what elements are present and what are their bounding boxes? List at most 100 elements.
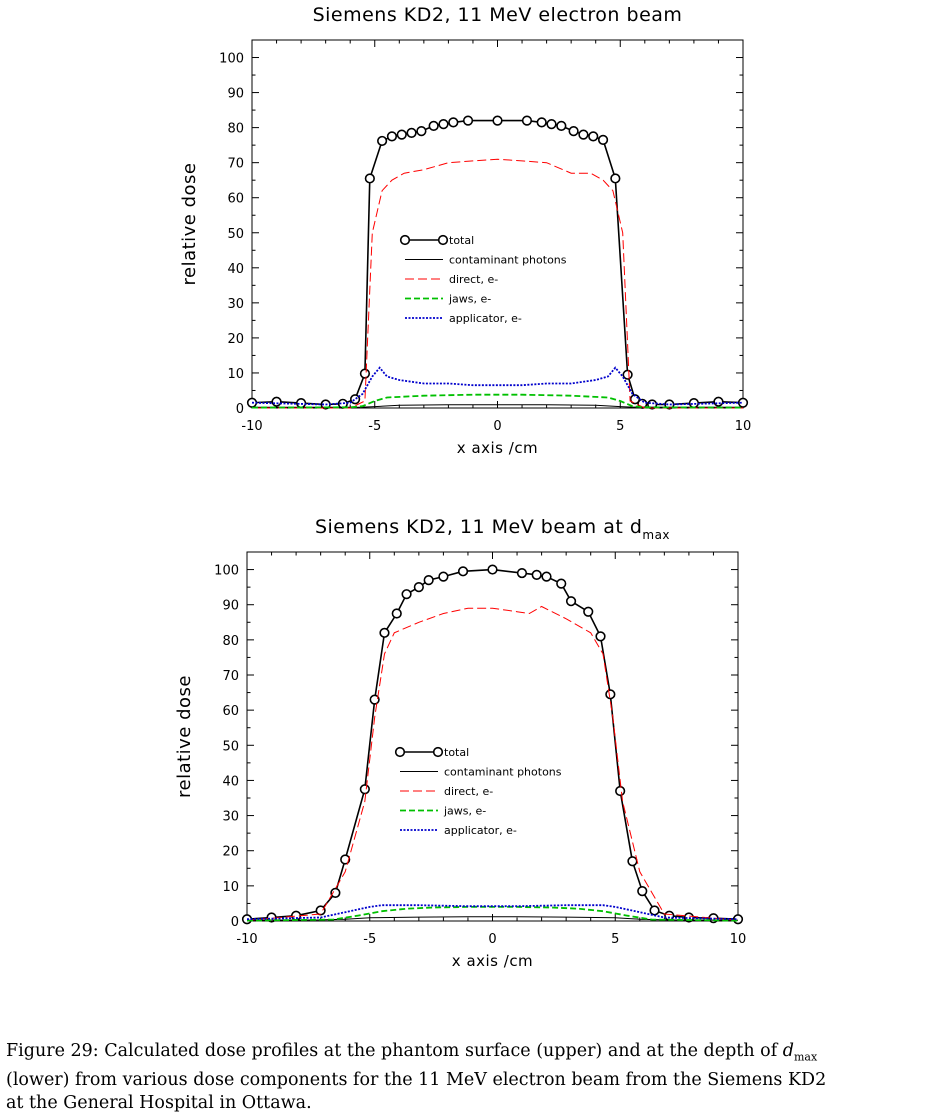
legend-label-total: total — [449, 234, 474, 247]
data-point-total — [578, 129, 589, 140]
legend-label-jaws-e: jaws, e- — [448, 293, 491, 306]
data-point-total — [516, 567, 528, 579]
series-line-direct-e — [246, 605, 739, 921]
y-tick-label: 100 — [214, 564, 239, 579]
y-tick-label: 60 — [222, 704, 239, 719]
data-point-total — [241, 914, 253, 925]
caption-line-1: Figure 29: Calculated dose profiles at t… — [6, 1040, 928, 1069]
caption-line-2: (lower) from various dose components for… — [6, 1069, 827, 1090]
data-point-total — [416, 126, 427, 137]
legend-marker-end — [437, 234, 449, 246]
y-tick-label: 70 — [222, 669, 239, 684]
data-point-total — [364, 173, 375, 184]
data-point-total — [664, 910, 675, 921]
legend-label-contaminant-photons: contaminant photons — [444, 766, 562, 779]
data-point-total — [541, 571, 552, 582]
x-axis-label: x axis /cm — [452, 952, 533, 970]
data-point-total — [536, 117, 547, 128]
data-point-total — [271, 396, 282, 407]
data-point-total — [615, 785, 626, 797]
x-tick-label: 0 — [493, 419, 501, 434]
data-point-total — [438, 119, 449, 130]
data-point-total — [595, 631, 606, 642]
data-point-total — [340, 854, 351, 865]
data-point-total — [377, 135, 388, 147]
legend-label-contaminant-photons: contaminant photons — [449, 254, 567, 267]
y-tick-label: 90 — [227, 87, 244, 102]
caption-math-symbol: d — [782, 1041, 794, 1061]
legend-label-jaws-e: jaws, e- — [443, 805, 486, 818]
y-tick-label: 90 — [222, 599, 239, 614]
data-point-total — [391, 608, 402, 619]
legend-label-direct-e: direct, e- — [444, 785, 493, 798]
data-point-total — [438, 571, 449, 582]
data-point-total — [423, 575, 434, 586]
lower-dose-chart: Siemens KD2, 11 MeV beam at dmax -10 -5 0 5 1… — [174, 516, 746, 970]
y-tick-label: 40 — [222, 774, 239, 789]
legend-marker-end — [432, 746, 444, 758]
y-tick-label: 20 — [222, 845, 239, 860]
data-point-total — [637, 886, 648, 897]
chart-title: Siemens KD2, 11 MeV beam at dmax — [315, 516, 670, 542]
plot-frame — [251, 39, 744, 409]
data-point-total — [588, 131, 599, 142]
data-point-total — [428, 120, 439, 131]
figure-svg: Siemens KD2, 11 MeV electron beam -10 -5 0 5… — [174, 4, 752, 970]
x-tick-label: 10 — [735, 419, 752, 434]
data-point-total — [556, 120, 567, 131]
data-point-total — [457, 566, 469, 577]
figure-caption: Figure 29: Calculated dose profiles at t… — [6, 1040, 928, 1115]
y-tick-label: 70 — [227, 157, 244, 172]
x-tick-label: -5 — [368, 419, 381, 434]
caption-text-1: Figure 29: Calculated dose profiles at t… — [6, 1041, 783, 1061]
data-point-total — [565, 596, 577, 607]
y-tick-label: 0 — [231, 915, 239, 930]
data-point-total — [350, 394, 361, 405]
series-line-direct-e — [252, 158, 743, 409]
y-tick-label: 30 — [222, 810, 239, 825]
data-point-total — [531, 569, 542, 580]
x-tick-label: -10 — [241, 419, 262, 434]
x-tick-label: 5 — [616, 419, 624, 434]
y-tick-label: 60 — [227, 192, 244, 207]
x-axis-label: x axis /cm — [457, 439, 538, 457]
data-point-total — [359, 784, 370, 795]
legend-marker-start — [399, 234, 411, 246]
data-point-total — [448, 117, 459, 128]
y-tick-label: 30 — [227, 297, 244, 312]
y-tick-label: 20 — [227, 332, 244, 347]
data-point-total — [649, 905, 660, 916]
data-point-total — [521, 115, 533, 126]
x-tick-label: -10 — [236, 932, 257, 947]
series-line-applicator-e — [251, 366, 744, 406]
chart-title: Siemens KD2, 11 MeV electron beam — [313, 4, 683, 26]
data-point-total — [386, 131, 398, 142]
data-point-total — [413, 582, 424, 593]
series-line-contaminant-photons — [251, 404, 744, 408]
x-tick-label: -5 — [363, 932, 376, 947]
legend-marker-start — [394, 746, 406, 758]
data-point-total — [597, 134, 609, 145]
data-point-total — [315, 905, 326, 916]
data-point-total — [396, 129, 407, 140]
data-point-total — [556, 578, 567, 589]
chart-title-subscript: max — [642, 528, 670, 542]
data-point-total — [622, 369, 633, 380]
data-point-total — [487, 564, 498, 575]
data-point-total — [610, 173, 621, 184]
y-tick-label: 100 — [219, 52, 244, 67]
legend-label-applicator-e: applicator, e- — [449, 312, 522, 325]
y-tick-label: 40 — [227, 262, 244, 277]
x-tick-label: 0 — [488, 932, 496, 947]
series-line-applicator-e — [246, 904, 739, 921]
data-point-total — [330, 887, 341, 898]
y-tick-label: 10 — [222, 880, 239, 895]
data-point-total — [401, 589, 412, 600]
data-point-total — [379, 627, 390, 638]
legend-label-total: total — [444, 746, 469, 759]
data-point-total — [492, 115, 503, 126]
data-point-total — [583, 606, 594, 617]
caption-line-3: at the General Hospital in Ottawa. — [6, 1092, 312, 1113]
y-tick-label: 50 — [222, 739, 239, 754]
x-tick-label: 5 — [611, 932, 619, 947]
